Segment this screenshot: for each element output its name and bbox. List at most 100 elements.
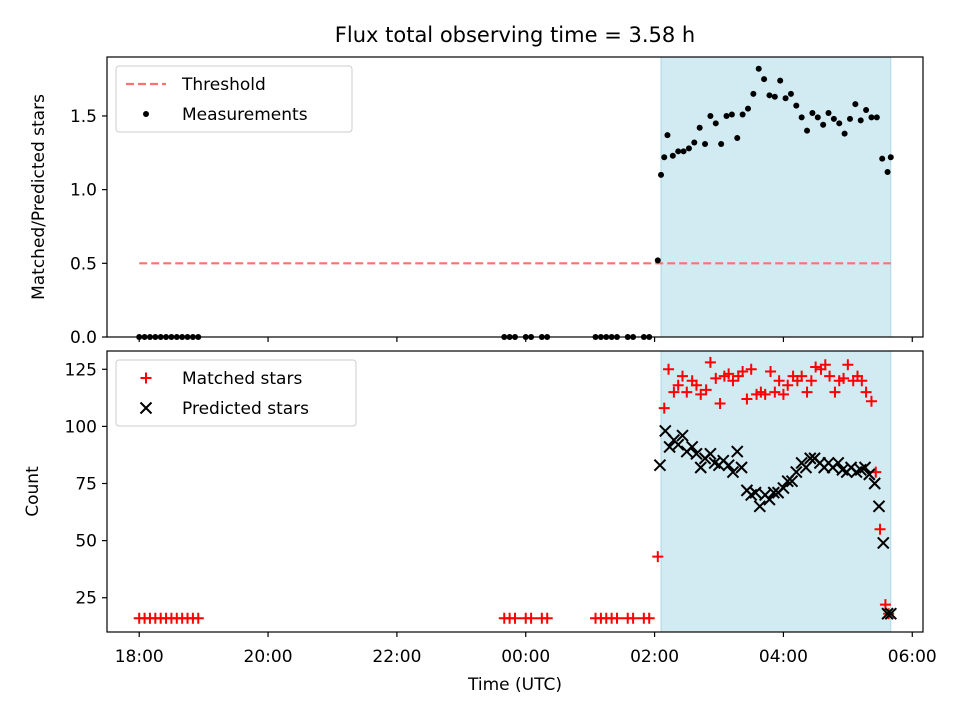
predicted-stars-point [881,607,894,620]
predicted-stars-point [790,465,803,479]
x-tick-label: 00:00 [501,647,550,667]
matched-stars-point [829,386,841,398]
measurement-point [766,92,773,99]
measurement-point [820,121,827,128]
predicted-stars-point [685,440,699,454]
y-tick-label: 75 [75,475,97,495]
y-tick-label: 0.5 [70,254,97,274]
measurement-point [712,120,719,127]
predicted-stars-point [877,536,890,550]
matched-stars-point [860,386,872,398]
measurement-point [696,124,703,131]
matched-stars-point [652,551,664,563]
measurement-point [761,76,768,83]
measurement-point [798,114,805,121]
measurement-point [680,148,687,155]
predicted-stars-point [767,486,780,499]
measurement-point [879,155,886,162]
predicted-stars-point [690,447,703,461]
measurement-point [675,148,682,155]
matched-stars-point [541,612,553,624]
predicted-stars-point [777,481,790,495]
matched-stars-point [865,395,877,407]
predicted-stars-point [671,438,685,451]
measurement-point [691,139,698,146]
predicted-stars-point [722,459,735,472]
top-panel-matched-predicted-ratio: 0.0 0.5 1.0 1.5 Matched/Predicted stars Thres… [29,56,924,348]
legend-measurement-swatch [143,111,149,117]
matched-stars-point [658,402,670,414]
x-tick-label: 22:00 [372,647,421,667]
legend-box [115,65,353,133]
x-tick-label: 06:00 [888,647,937,667]
matched-stars-point [672,379,684,391]
chart-title: Flux total observing time = 3.58 h [335,23,695,47]
x-tick-label: 20:00 [244,647,293,667]
matched-stars-point [611,612,623,624]
y-tick-label: 0.0 [70,328,97,348]
matched-stars-point [769,386,781,398]
y-tick-label: 100 [65,417,97,437]
matched-stars-point [681,386,693,398]
y-tick-label: 50 [75,532,97,552]
x-tick-label: 04:00 [759,647,808,667]
x-tick-label: 18:00 [115,647,164,667]
matched-stars-point [525,612,537,624]
measurement-point [771,93,778,100]
measurement-point [793,102,800,109]
matched-stars-point [838,372,850,384]
matched-stars-point [782,379,794,391]
matched-stars-point [765,366,777,378]
predicted-stars-point [753,500,767,513]
measurement-point [857,117,864,124]
measurement-point [841,130,848,137]
matched-stars-point [676,370,688,382]
measurement-point [755,65,762,72]
matched-stars-point [745,363,757,375]
measurement-point [825,110,832,116]
predicted-stars-point [731,445,744,458]
matched-stars-point [663,363,675,375]
measurement-point [809,110,816,116]
matched-stars-point [704,356,716,368]
matched-stars-point [700,384,712,396]
matched-stars-point [509,612,521,624]
predicted-stars-point [749,486,762,499]
matched-stars-point [801,386,813,398]
matched-stars-point [824,370,836,382]
legend: Matched stars Predicted stars [115,359,357,427]
matched-stars-point [723,368,735,380]
series-matched-stars [133,356,895,624]
measurement-point [868,114,875,121]
measurement-point [836,120,843,127]
y-tick-label: 125 [65,360,97,380]
series-predicted-stars [653,424,897,620]
measurement-point [728,111,735,118]
predicted-stars-point [653,459,667,472]
measurement-point [702,140,709,147]
matched-stars-point [714,398,726,410]
measurement-point [734,135,741,142]
measurement-point [739,111,746,118]
measurement-point [685,145,692,152]
measurement-point [718,140,725,147]
predicted-stars-point [863,468,876,481]
predicted-stars-point [763,493,776,506]
legend-label: Matched stars [182,369,302,389]
measurement-point [664,132,671,139]
x-axis-label: Time (UTC) [467,675,562,695]
axes-frame [106,350,924,633]
legend: Threshold Measurements [115,65,353,133]
y-axis-label: Matched/Predicted stars [29,94,49,300]
measurement-point [814,114,821,121]
predicted-stars-point [694,461,707,474]
measurement-point [750,90,757,97]
matched-stars-point [819,359,831,371]
measurement-point [658,171,665,178]
matched-stars-point [710,372,722,384]
predicted-stars-point [726,465,740,479]
measurement-point [804,127,811,134]
predicted-stars-point [704,447,717,461]
predicted-stars-point [868,477,881,490]
